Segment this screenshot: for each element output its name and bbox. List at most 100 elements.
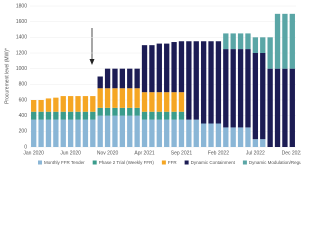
bar-segment xyxy=(274,13,281,69)
bar-segment xyxy=(75,96,81,112)
bar-segment xyxy=(178,119,185,147)
bar-segment xyxy=(178,41,185,93)
bar-segment xyxy=(230,127,236,147)
bar-segment xyxy=(112,88,118,108)
bar-segment xyxy=(53,97,59,112)
y-tick-label: 1800 xyxy=(16,3,27,9)
bar-segment xyxy=(90,119,96,147)
legend-label: FFR xyxy=(168,160,177,165)
bar-segment xyxy=(82,111,89,120)
bar-segment xyxy=(45,111,52,120)
chart: Procurement level (MW)* 0 200 400 600 800 100… xyxy=(4,3,301,165)
bar-segment xyxy=(82,119,89,147)
legend-swatch xyxy=(161,160,166,165)
bar-segment xyxy=(252,53,259,140)
y-tick-label: 600 xyxy=(19,97,28,103)
bar-segment xyxy=(134,88,140,108)
bar-segment xyxy=(53,119,59,147)
y-tick-label: 200 xyxy=(19,129,28,135)
bar-segment xyxy=(60,119,66,147)
legend-label: Dynamic Modulation/Regulation xyxy=(249,160,301,165)
bar-segment xyxy=(112,107,118,116)
bar-segment xyxy=(31,111,37,120)
legend-swatch xyxy=(38,160,42,165)
bar-segment xyxy=(223,49,229,128)
bar-segment xyxy=(127,115,133,147)
bar-segment xyxy=(149,45,155,93)
bar-segment xyxy=(119,107,126,116)
bar-segment xyxy=(267,68,273,147)
bar-segment xyxy=(141,111,148,120)
bar-segment xyxy=(237,33,244,50)
legend-label: Phase 2 Trial (Weekly FFR) xyxy=(99,160,155,165)
bar-segment xyxy=(208,41,214,124)
bar-segment xyxy=(134,107,140,116)
bar-segment xyxy=(178,92,185,112)
bar-segment xyxy=(215,123,222,147)
bar-segment xyxy=(164,119,170,147)
bar-segment xyxy=(112,115,118,147)
bar-segment xyxy=(141,119,148,147)
x-tick-label: Dec 2022 xyxy=(282,150,301,156)
bar-segment xyxy=(60,111,66,120)
bar-segment xyxy=(97,88,103,108)
legend-label: Monthly FFR Tender xyxy=(44,160,85,165)
bar-segment xyxy=(82,96,89,112)
x-tick-label: Jul 2022 xyxy=(246,150,265,156)
bar-segment xyxy=(104,115,111,147)
bar-segment xyxy=(149,111,155,120)
bar-segment xyxy=(67,111,74,120)
bar-segment xyxy=(260,139,266,147)
bar-segment xyxy=(171,92,177,112)
bar-segment xyxy=(38,119,44,147)
bar-segment xyxy=(274,68,281,147)
legend-swatch xyxy=(184,160,189,165)
bar-segment xyxy=(97,107,103,116)
bar-segment xyxy=(134,115,140,147)
bar-segment xyxy=(38,111,44,120)
bar-segment xyxy=(208,123,214,147)
bar-segment xyxy=(60,96,66,112)
bar-segment xyxy=(104,107,111,116)
legend-label: Dynamic Containment xyxy=(191,160,236,165)
annotation-arrowhead xyxy=(89,59,95,65)
bar-segment xyxy=(245,127,251,147)
bar-segment xyxy=(164,92,170,112)
page: Procurement level (MW)* 0 200 400 600 800 100… xyxy=(4,3,301,165)
bar-segment xyxy=(104,68,111,89)
bar-segment xyxy=(171,111,177,120)
bar-segment xyxy=(193,119,199,147)
bar-segment xyxy=(260,37,266,53)
bar-segment xyxy=(237,49,244,128)
bar-segment xyxy=(75,119,81,147)
bar-segment xyxy=(223,33,229,50)
bar-segment xyxy=(119,115,126,147)
bar-segment xyxy=(156,92,162,112)
bar-segment xyxy=(200,123,207,147)
bar-segment xyxy=(230,49,236,128)
bar-segment xyxy=(127,88,133,108)
bar-segment xyxy=(53,111,59,120)
bar-segment xyxy=(67,119,74,147)
x-tick-label: Jun 2020 xyxy=(60,150,81,156)
bar-segment xyxy=(178,111,185,120)
bar-segment xyxy=(260,53,266,140)
bar-segment xyxy=(289,13,295,69)
bar-segment xyxy=(45,119,52,147)
bar-segment xyxy=(171,42,177,93)
bar-segment xyxy=(141,92,148,112)
bar-segment xyxy=(31,100,37,112)
bar-segment xyxy=(134,68,140,89)
bar-segment xyxy=(112,68,118,89)
bar-segment xyxy=(193,41,199,120)
legend-swatch xyxy=(92,160,97,165)
bar-segment xyxy=(245,49,251,128)
bar-segment xyxy=(119,88,126,108)
y-tick-label: 400 xyxy=(19,113,28,119)
bar-segment xyxy=(104,88,111,108)
bar-segment xyxy=(90,111,96,120)
bar-segment xyxy=(282,68,288,147)
bar-segment xyxy=(97,115,103,147)
bar-segment xyxy=(230,33,236,50)
bar-segment xyxy=(171,119,177,147)
